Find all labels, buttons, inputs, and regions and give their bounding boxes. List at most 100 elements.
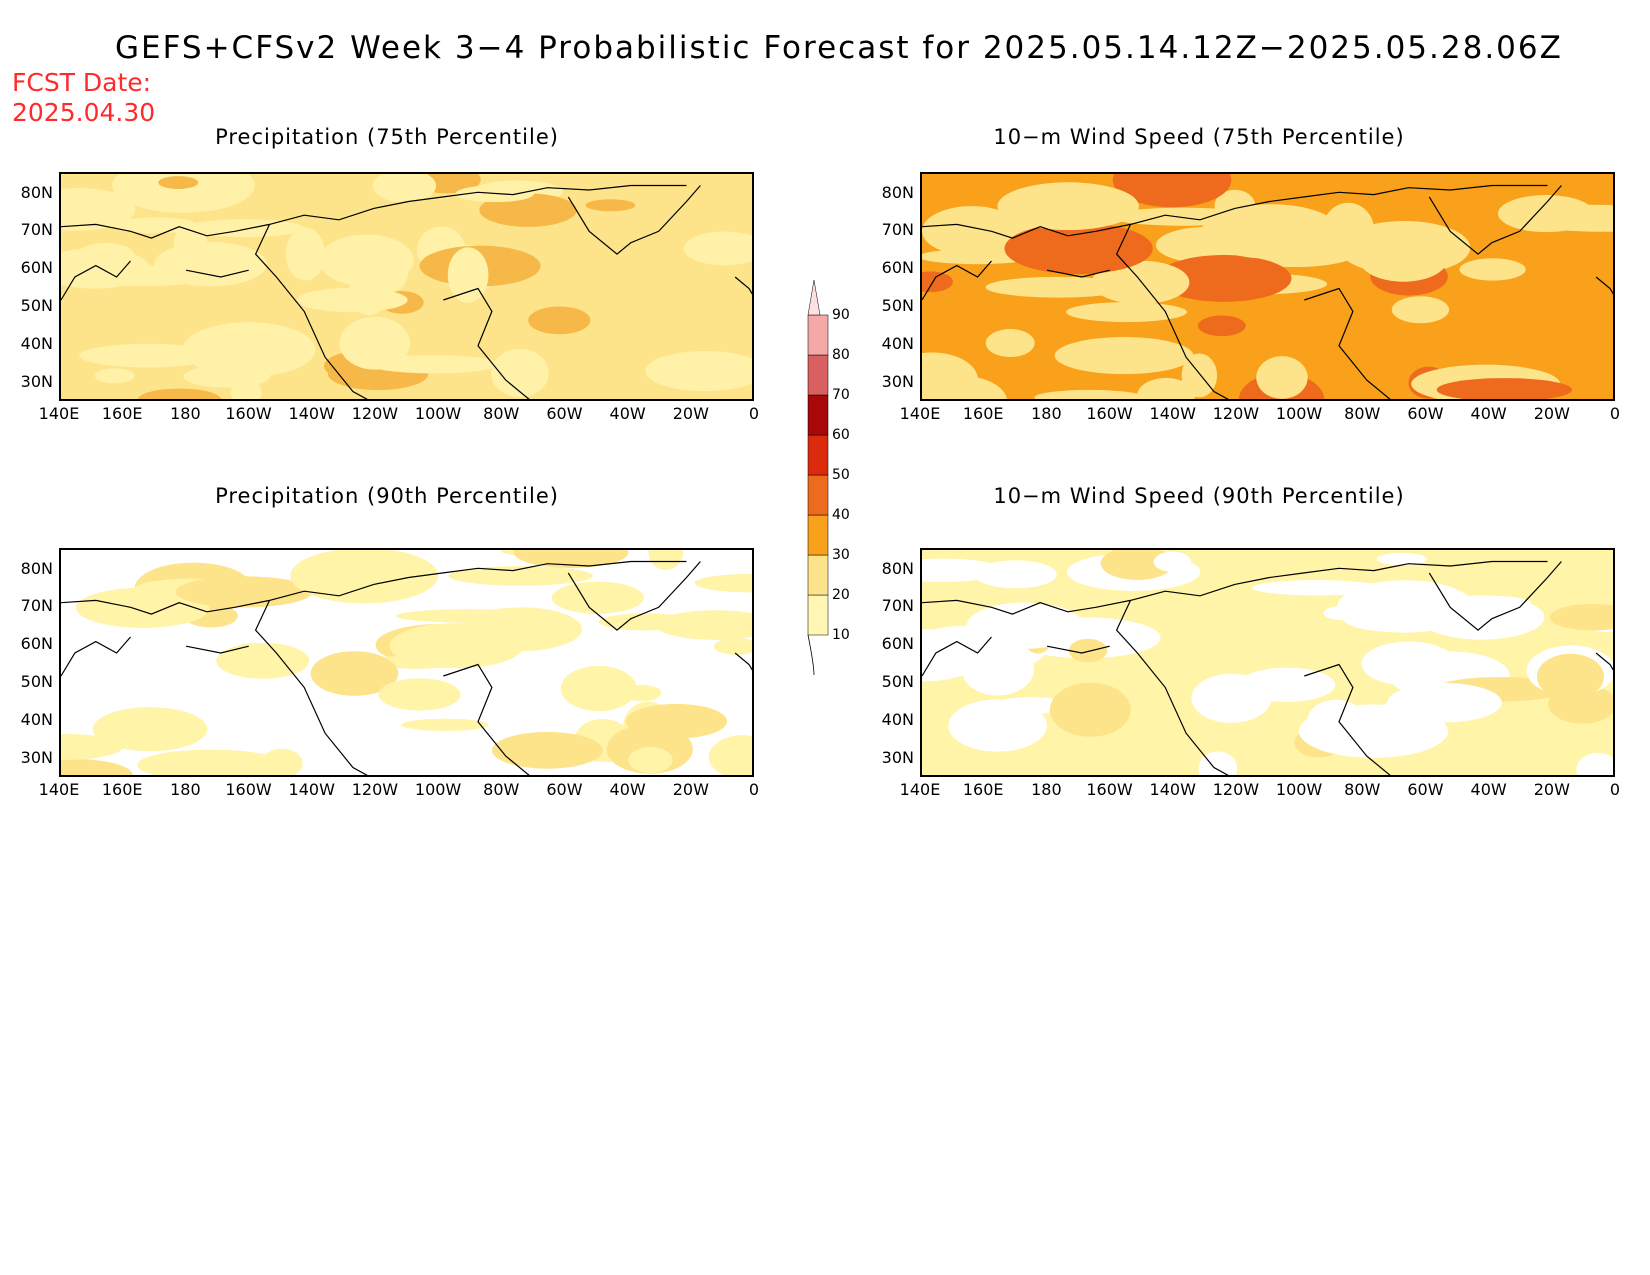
probability-blob: [1034, 389, 1145, 399]
coastline: [922, 560, 1548, 615]
coastline: [1595, 276, 1613, 295]
lat-tick-label: 40N: [881, 333, 914, 353]
probability-blob: [1376, 552, 1427, 566]
lon-tick-label: 160E: [962, 780, 1004, 799]
probability-blob: [401, 718, 489, 731]
lon-tick-label: 140E: [899, 404, 941, 423]
map-panel-wind-75: [920, 172, 1615, 401]
lon-tick-label: 60W: [546, 780, 583, 799]
probability-blob: [1361, 641, 1457, 686]
probability-blob: [1341, 602, 1449, 632]
lat-tick-label: 70N: [881, 596, 914, 616]
probability-blob: [61, 733, 123, 760]
probability-blob: [378, 678, 461, 711]
probability-blob: [1004, 222, 1153, 275]
map-panel-wind-90: [920, 548, 1615, 777]
lat-tick-label: 70N: [20, 596, 53, 616]
probability-blob: [628, 746, 673, 774]
probability-blob: [966, 602, 1084, 649]
colorbar-arrow-bottom: [807, 634, 815, 676]
lon-tick-label: 100W: [414, 780, 462, 799]
probability-blob: [551, 581, 644, 614]
lat-tick-label: 30N: [881, 747, 914, 767]
colorbar-arrow-top: [807, 279, 821, 316]
coastline: [1595, 652, 1613, 671]
lon-tick-label: 80W: [483, 404, 520, 423]
probability-blob: [312, 558, 373, 574]
probability-blob: [61, 758, 133, 775]
colorbar: [807, 279, 829, 676]
probability-blob: [447, 247, 489, 303]
lat-tick-label: 80N: [881, 558, 914, 578]
lon-tick-label: 0: [748, 404, 760, 423]
probability-blob: [1387, 683, 1502, 723]
probability-blob: [1576, 753, 1613, 775]
coastline: [922, 636, 992, 677]
probability-blob: [694, 573, 752, 593]
colorbar-level-label: 10: [832, 627, 850, 643]
lon-tick-label: 20W: [672, 780, 709, 799]
lon-tick-label: 180: [170, 780, 201, 799]
lat-tick-label: 80N: [20, 182, 53, 202]
probability-blob: [1066, 302, 1187, 323]
lon-tick-label: 120W: [351, 404, 399, 423]
probability-blob: [94, 368, 135, 384]
lon-tick-label: 60W: [1407, 780, 1444, 799]
lon-tick-label: 120W: [1212, 780, 1260, 799]
lat-tick-label: 50N: [20, 295, 53, 315]
probability-blob: [137, 749, 285, 775]
probability-blob: [154, 241, 267, 287]
coastline: [185, 269, 249, 278]
lon-tick-label: 60W: [1407, 404, 1444, 423]
probability-blob: [491, 731, 603, 769]
lat-tick-label: 40N: [20, 709, 53, 729]
probability-blob: [625, 703, 728, 739]
colorbar-segment: [807, 514, 829, 556]
coastline: [922, 260, 992, 301]
coastline: [61, 636, 131, 677]
lon-tick-label: 20W: [1533, 404, 1570, 423]
colorbar-segment: [807, 314, 829, 356]
probability-blob: [1251, 580, 1383, 596]
probability-blob: [560, 665, 637, 712]
colorbar-segment: [807, 554, 829, 596]
probability-blob: [1201, 204, 1341, 259]
probability-blob: [1068, 638, 1108, 663]
probability-blob: [645, 350, 752, 392]
forecast-date-block: FCST Date: 2025.04.30: [12, 68, 155, 128]
colorbar-segment: [807, 434, 829, 476]
lat-tick-label: 80N: [20, 558, 53, 578]
coastline: [1046, 645, 1110, 654]
probability-blob: [79, 343, 217, 368]
probability-blob: [655, 610, 752, 640]
probability-blob: [310, 651, 399, 696]
probability-blob: [297, 287, 408, 313]
probability-blob: [1156, 255, 1292, 302]
probability-blob: [1049, 682, 1131, 737]
lon-tick-label: 160E: [962, 404, 1004, 423]
lat-tick-label: 40N: [881, 709, 914, 729]
lon-tick-label: 140W: [288, 780, 335, 799]
lon-tick-label: 160W: [225, 780, 272, 799]
probability-blob: [997, 182, 1139, 231]
coastline: [922, 184, 1548, 239]
probability-blob: [948, 699, 1047, 752]
lat-tick-label: 50N: [20, 671, 53, 691]
probability-blob: [1359, 237, 1448, 282]
colorbar-level-label: 90: [832, 307, 850, 323]
lat-tick-label: 50N: [881, 671, 914, 691]
lon-tick-label: 100W: [1275, 780, 1323, 799]
probability-blob: [648, 550, 684, 570]
probability-blob: [285, 227, 326, 281]
map-field: [61, 174, 752, 399]
coastline: [1115, 224, 1229, 399]
lat-tick-label: 50N: [881, 295, 914, 315]
probability-blob: [985, 329, 1035, 358]
probability-blob: [1197, 315, 1246, 337]
coastline: [1115, 600, 1229, 775]
panel-title-precip-90: Precipitation (90th Percentile): [215, 484, 559, 508]
lon-tick-label: 140W: [1149, 780, 1196, 799]
probability-blob: [922, 206, 1022, 256]
probability-blob: [76, 242, 135, 268]
lon-tick-label: 0: [1609, 404, 1621, 423]
